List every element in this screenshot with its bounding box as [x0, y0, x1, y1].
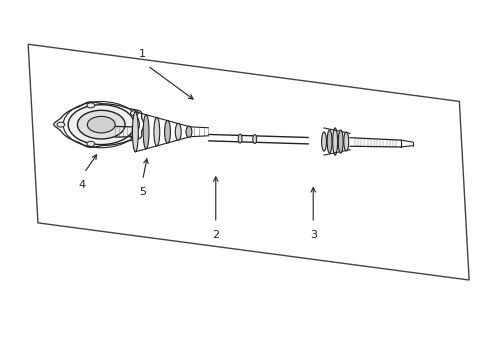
- Ellipse shape: [87, 103, 95, 108]
- Ellipse shape: [87, 141, 95, 147]
- Ellipse shape: [68, 105, 134, 145]
- Text: 3: 3: [310, 230, 317, 240]
- Polygon shape: [28, 44, 469, 280]
- Ellipse shape: [130, 134, 138, 139]
- Ellipse shape: [130, 111, 138, 116]
- Ellipse shape: [143, 114, 149, 149]
- Text: 5: 5: [139, 187, 146, 197]
- Ellipse shape: [333, 128, 338, 155]
- Ellipse shape: [154, 117, 160, 146]
- Ellipse shape: [186, 126, 192, 138]
- Ellipse shape: [132, 112, 138, 152]
- Ellipse shape: [253, 135, 257, 144]
- Ellipse shape: [77, 110, 125, 139]
- Ellipse shape: [57, 122, 65, 127]
- Text: 2: 2: [212, 230, 220, 240]
- Ellipse shape: [165, 120, 171, 143]
- Ellipse shape: [344, 132, 349, 151]
- Text: 4: 4: [78, 180, 85, 190]
- Ellipse shape: [338, 130, 343, 153]
- Ellipse shape: [175, 123, 181, 140]
- Ellipse shape: [321, 132, 326, 151]
- Ellipse shape: [238, 134, 242, 143]
- Ellipse shape: [327, 130, 332, 153]
- Ellipse shape: [87, 116, 115, 133]
- Text: 1: 1: [139, 49, 146, 59]
